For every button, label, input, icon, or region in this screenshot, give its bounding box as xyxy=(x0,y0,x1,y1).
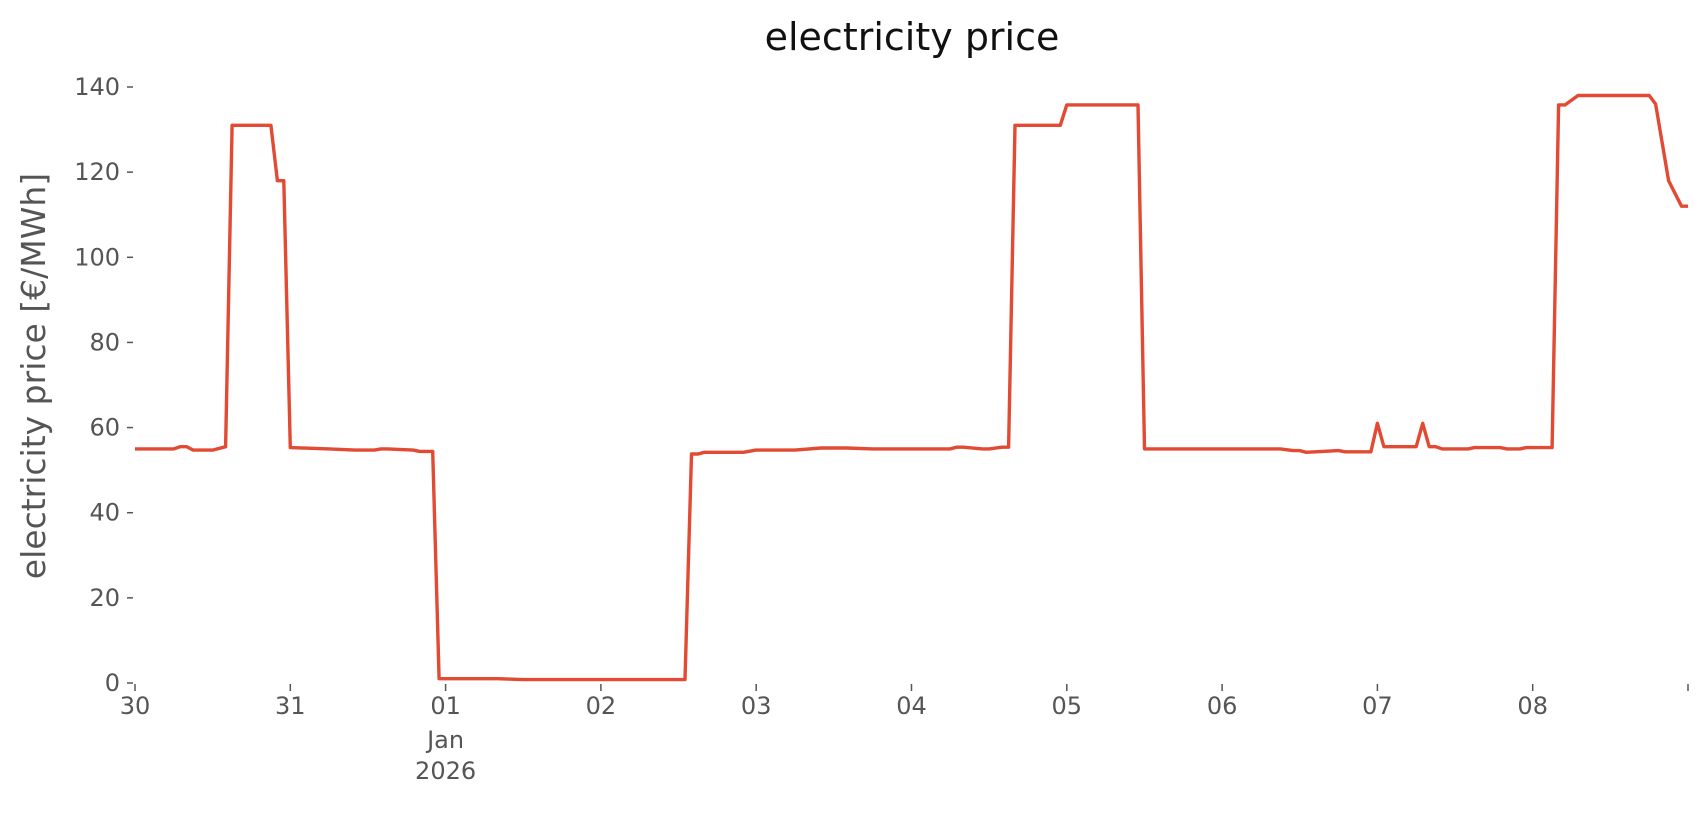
chart-title: electricity price xyxy=(765,15,1060,59)
x-tick-label: 06 xyxy=(1207,692,1238,720)
plot-area xyxy=(135,93,1688,682)
x-tick-label: 08 xyxy=(1517,692,1548,720)
x-tick-label: 03 xyxy=(741,692,772,720)
y-axis: 0 20 40 60 80 100 120 140 xyxy=(74,73,133,697)
y-tick-label: 120 xyxy=(74,158,120,186)
x-tick-label: 04 xyxy=(896,692,927,720)
x-tick-sublabel: Jan xyxy=(425,726,464,754)
y-tick-label: 60 xyxy=(89,414,120,442)
x-tick-label: 07 xyxy=(1362,692,1393,720)
x-tick-label: 01 xyxy=(430,692,461,720)
x-tick-label: 30 xyxy=(120,692,151,720)
y-tick-label: 20 xyxy=(89,584,120,612)
x-tick-label: 05 xyxy=(1052,692,1083,720)
y-axis-label: electricity price [€/MWh] xyxy=(14,173,53,579)
x-tick-sublabel: 2026 xyxy=(415,757,476,785)
y-tick-label: 0 xyxy=(105,669,120,697)
price-series-line xyxy=(135,93,1688,682)
y-tick-label: 100 xyxy=(74,243,120,271)
y-tick-label: 80 xyxy=(89,328,120,356)
y-tick-label: 140 xyxy=(74,73,120,101)
x-tick-label: 31 xyxy=(275,692,306,720)
x-axis: 30 31 01 Jan 2026 02 03 04 05 06 07 08 xyxy=(120,684,1689,785)
x-tick-label: 02 xyxy=(586,692,617,720)
y-tick-label: 40 xyxy=(89,499,120,527)
